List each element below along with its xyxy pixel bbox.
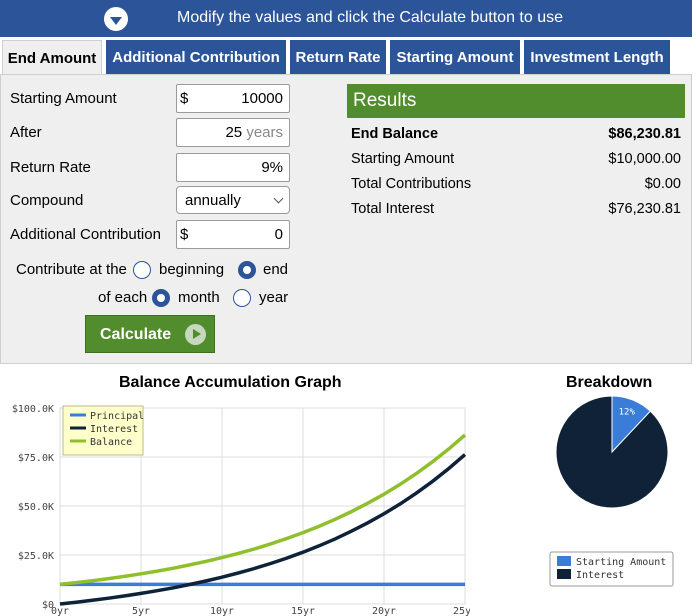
legend-label: Interest — [90, 424, 138, 435]
additional-contribution-label: Additional Contribution — [10, 226, 161, 243]
y-tick-label: $0 — [42, 600, 54, 611]
of-each-label: of each — [98, 289, 148, 306]
tab-end-amount[interactable]: End Amount — [2, 40, 102, 75]
balance-chart-title: Balance Accumulation Graph — [119, 374, 342, 391]
results-title: Results — [353, 90, 417, 111]
legend-label: Principal — [90, 411, 144, 422]
return-rate-label: Return Rate — [10, 159, 91, 176]
result-row: End Balance $86,230.81 — [351, 126, 681, 146]
chevron-down-icon[interactable] — [104, 7, 128, 31]
currency-prefix: $ — [180, 90, 189, 107]
results-header: Results — [347, 84, 685, 118]
tab-additional-contribution[interactable]: Additional Contribution — [106, 40, 286, 75]
result-label: Starting Amount — [351, 151, 455, 167]
pie-slice-interest — [555, 395, 669, 509]
years-unit: years — [246, 124, 283, 141]
y-tick-label: $50.0K — [18, 502, 54, 513]
x-tick-label: 15yr — [291, 606, 315, 616]
compound-select[interactable]: annually — [176, 186, 290, 214]
play-icon — [185, 324, 206, 345]
chevron-down-icon — [273, 193, 284, 204]
year-label: year — [259, 289, 289, 306]
y-tick-label: $75.0K — [18, 453, 54, 464]
instruction-banner: Modify the values and click the Calculat… — [0, 0, 692, 37]
tab-starting-amount[interactable]: Starting Amount — [390, 40, 520, 75]
result-value: $76,230.81 — [608, 201, 681, 217]
after-label: After — [10, 124, 42, 141]
pie-legend: Starting Amount Interest — [549, 551, 674, 587]
radio-end[interactable] — [238, 261, 256, 279]
x-tick-label: 5yr — [132, 606, 150, 616]
legend-label: Interest — [576, 570, 624, 581]
beginning-label: beginning — [159, 261, 225, 278]
result-value: $0.00 — [644, 176, 681, 192]
calculate-label: Calculate — [100, 326, 172, 343]
calculator-panel: Starting Amount $ 10000 After 25 years R… — [0, 74, 692, 364]
pie-legend-box — [549, 551, 674, 587]
compound-value: annually — [185, 192, 241, 209]
result-row: Total Interest $76,230.81 — [351, 201, 681, 221]
result-label: Total Interest — [351, 201, 435, 217]
x-tick-label: 10yr — [210, 606, 234, 616]
additional-contribution-value: 0 — [274, 226, 283, 243]
result-value: $86,230.81 — [608, 126, 681, 142]
calculator-tabs: End Amount Additional Contribution Retur… — [0, 40, 692, 75]
breakdown-title: Breakdown — [566, 374, 653, 391]
radio-month[interactable] — [152, 289, 170, 307]
series-line-balance — [59, 433, 467, 587]
after-years-input[interactable]: 25 years — [176, 118, 290, 147]
starting-amount-value: 10000 — [241, 90, 283, 107]
chart-legend: Principal Interest Balance — [62, 405, 144, 456]
after-years-value: 25 years — [225, 124, 283, 141]
legend-swatch — [557, 569, 571, 579]
pie-slice-label: 88% — [571, 510, 588, 520]
legend-label: Balance — [90, 437, 132, 448]
breakdown-pie-chart: 12% 88% Starting Amount Interest — [549, 395, 674, 587]
tab-return-rate[interactable]: Return Rate — [290, 40, 386, 75]
calculate-button[interactable]: Calculate — [85, 315, 215, 353]
result-row: Total Contributions $0.00 — [351, 176, 681, 196]
legend-label: Starting Amount — [576, 557, 666, 568]
compound-label: Compound — [10, 192, 84, 209]
y-tick-label: $25.0K — [18, 551, 54, 562]
banner-message: Modify the values and click the Calculat… — [177, 9, 563, 26]
pie-slice-label: 12% — [619, 408, 636, 418]
month-label: month — [178, 289, 220, 306]
x-tick-label: 20yr — [372, 606, 396, 616]
result-value: $10,000.00 — [608, 151, 681, 167]
radio-beginning[interactable] — [133, 261, 151, 279]
series-line-interest — [59, 453, 467, 606]
legend-swatch — [557, 556, 571, 566]
starting-amount-input[interactable]: $ 10000 — [176, 84, 290, 113]
result-row: Starting Amount $10,000.00 — [351, 151, 681, 171]
contribute-at-label: Contribute at the — [16, 261, 127, 278]
y-tick-label: $100.0K — [12, 404, 54, 415]
return-rate-input[interactable]: 9% — [176, 153, 290, 182]
tab-investment-length[interactable]: Investment Length — [524, 40, 670, 75]
return-rate-value: 9% — [261, 159, 283, 176]
x-tick-label: 0yr — [51, 606, 69, 616]
result-label: Total Contributions — [351, 176, 472, 192]
starting-amount-label: Starting Amount — [10, 90, 117, 107]
radio-year[interactable] — [233, 289, 251, 307]
currency-prefix: $ — [180, 226, 189, 243]
x-tick-label: 25yr — [453, 606, 470, 616]
result-label: End Balance — [351, 126, 439, 142]
additional-contribution-input[interactable]: $ 0 — [176, 220, 290, 249]
end-label: end — [263, 261, 289, 278]
